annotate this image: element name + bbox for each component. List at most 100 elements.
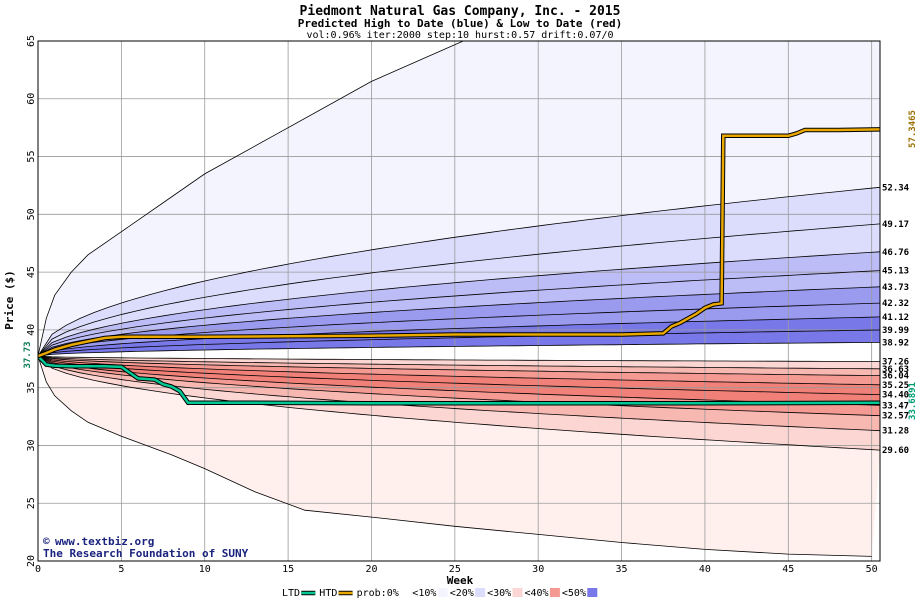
level-curve-11	[38, 355, 880, 376]
level-label: 32.57	[882, 412, 909, 422]
ltd-end-label: 33.6891	[908, 382, 918, 420]
legend-htd: HTD	[319, 588, 337, 599]
level-label: 39.99	[882, 326, 909, 336]
y-tick-label: 20	[26, 555, 37, 567]
y-tick-label: 45	[26, 266, 37, 278]
level-curve-10	[38, 355, 880, 370]
legend-swatch-2	[400, 588, 411, 597]
low-band-2	[38, 356, 880, 376]
level-curve-17	[38, 355, 880, 451]
level-label: 36.63	[882, 365, 909, 375]
level-label: 37.26	[882, 358, 909, 368]
level-label: 31.28	[882, 427, 909, 437]
y-tick-label: 30	[26, 439, 37, 451]
level-label: 38.92	[882, 338, 909, 348]
level-label: 34.40	[882, 391, 909, 401]
y-tick-label: 25	[26, 497, 37, 509]
level-curve-6	[38, 316, 880, 357]
low-band-1	[38, 356, 880, 369]
plot-frame	[37, 40, 881, 562]
legend-swatch-6	[549, 588, 560, 597]
low-band-6	[38, 356, 880, 416]
high-band-2	[38, 223, 880, 357]
level-curve-15	[38, 355, 880, 417]
level-label: 49.17	[882, 220, 909, 230]
y-axis-label: Price ($)	[3, 270, 16, 330]
x-tick-label: 50	[866, 564, 878, 575]
level-label: 35.25	[882, 381, 909, 391]
start-price-label: 37.73	[23, 341, 33, 368]
legend-swatch-7	[587, 588, 598, 597]
level-curve-1	[38, 223, 880, 357]
series-htd	[38, 128, 880, 358]
chart-subtitle: Predicted High to Date (blue) & Low to D…	[298, 17, 623, 30]
level-curve-3	[38, 270, 880, 357]
level-curve-9	[38, 355, 880, 362]
level-label: 52.34	[882, 183, 910, 193]
high-band-8	[38, 330, 880, 357]
y-tick-label: 60	[26, 93, 37, 105]
x-tick-label: 15	[282, 564, 294, 575]
x-tick-label: 0	[35, 564, 41, 575]
x-tick-label: 20	[365, 564, 377, 575]
high-band-1	[38, 187, 880, 357]
high-band-4	[38, 270, 880, 357]
series-ltd	[38, 355, 880, 405]
htd-end-label: 57.3465	[908, 110, 918, 148]
y-tick-label: 50	[26, 208, 37, 220]
high-band-5	[38, 286, 880, 357]
level-curve-12	[38, 355, 880, 386]
low-band-outer	[38, 356, 880, 557]
legend-swatch-5	[512, 588, 523, 597]
x-tick-label: 30	[532, 564, 544, 575]
level-label: 41.12	[882, 313, 909, 323]
level-curve-4	[38, 286, 880, 357]
high-band-0	[38, 41, 880, 357]
chart-title: Piedmont Natural Gas Company, Inc. - 201…	[300, 4, 621, 19]
legend-ltd: LTD	[282, 588, 300, 599]
legend-prob-5: <30%	[487, 588, 511, 599]
level-curve-8	[38, 342, 880, 357]
level-curve-13	[38, 355, 880, 395]
x-tick-label: 25	[449, 564, 461, 575]
outer-low-curve	[38, 355, 872, 557]
level-label: 46.76	[882, 248, 909, 258]
level-label: 43.73	[882, 283, 909, 293]
level-label: 36.04	[882, 372, 910, 382]
legend-swatch-4	[475, 588, 486, 597]
copyright-icon: ©	[43, 535, 50, 548]
legend-prob-7: <50%	[562, 588, 586, 599]
y-tick-label: 65	[26, 35, 37, 47]
plot-area	[38, 41, 880, 561]
credit-org: The Research Foundation of SUNY	[43, 547, 249, 560]
x-tick-label: 45	[782, 564, 794, 575]
level-curve-16	[38, 355, 880, 432]
level-label: 42.32	[882, 299, 909, 309]
level-curve-0	[38, 186, 880, 357]
level-label: 45.13	[882, 267, 909, 277]
outer-high-curve	[38, 41, 464, 357]
x-tick-label: 35	[616, 564, 628, 575]
level-label: 33.47	[882, 401, 909, 411]
legend-prob-4: <20%	[450, 588, 474, 599]
low-band-7	[38, 356, 880, 431]
y-tick-label: 40	[26, 324, 37, 336]
y-tick-label: 55	[26, 151, 37, 163]
x-tick-label: 10	[199, 564, 211, 575]
level-curve-7	[38, 329, 880, 357]
x-axis-label: Week	[447, 574, 474, 587]
x-tick-label: 40	[699, 564, 711, 575]
low-band-8	[38, 356, 880, 451]
credit-copyright: www.textbiz.org	[55, 535, 154, 548]
low-band-4	[38, 356, 880, 395]
legend-prob-2: prob:0%	[357, 588, 399, 599]
legend-swatch-3	[437, 588, 448, 597]
level-curve-5	[38, 302, 880, 357]
level-curve-2	[38, 251, 880, 357]
low-band-3	[38, 356, 880, 385]
x-tick-label: 5	[118, 564, 124, 575]
low-band-5	[38, 356, 880, 406]
legend: LTD HTD prob:0% <10% <20% <30% <40% <50%	[282, 588, 598, 599]
high-band-3	[38, 251, 880, 357]
